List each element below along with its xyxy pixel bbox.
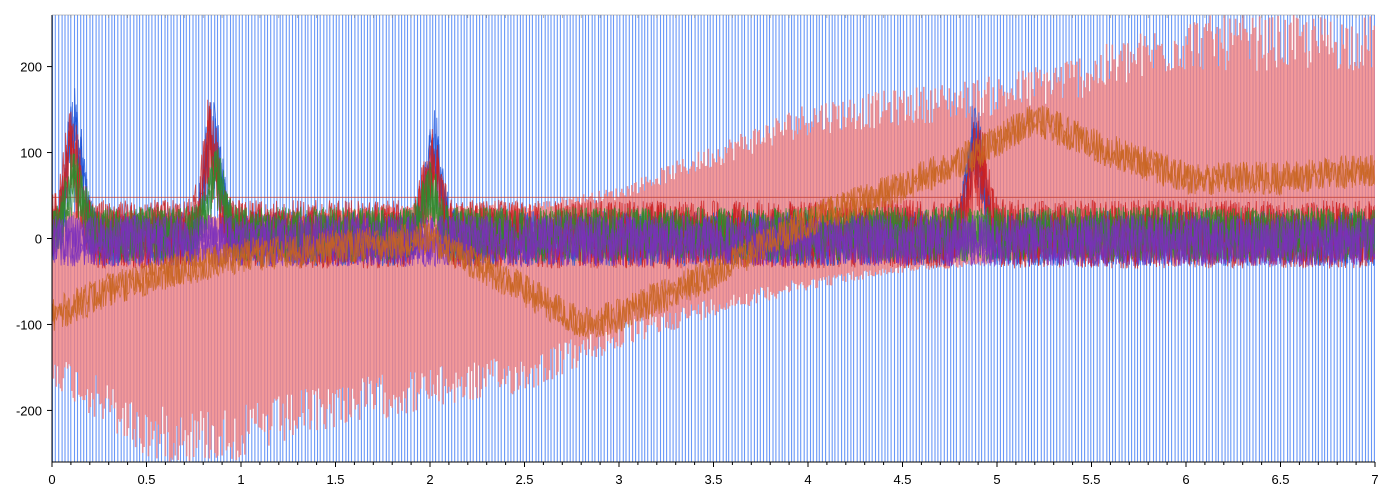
x-tick-label: 6 xyxy=(1182,472,1189,487)
axes: 0 0.5 1 1.5 2 2.5 3 3.5 4 4.5 5 5.5 6 6.5 7 200 100 0 -100… xyxy=(16,14,1379,487)
x-tick-label: 5.5 xyxy=(1082,472,1100,487)
x-tick-label: 2.5 xyxy=(515,472,533,487)
series-5-line xyxy=(52,105,1375,338)
x-tick-label: 5 xyxy=(993,472,1000,487)
x-tick-label: 4 xyxy=(804,472,811,487)
plot-area xyxy=(52,15,1375,462)
y-tick-label: 0 xyxy=(35,232,42,247)
y-tick-label: 100 xyxy=(20,146,42,161)
x-tick-label: 0 xyxy=(48,472,55,487)
x-tick-label: 1 xyxy=(237,472,244,487)
x-tick-label: 2 xyxy=(426,472,433,487)
x-tick-label: 6.5 xyxy=(1271,472,1289,487)
y-tick-label: -200 xyxy=(16,403,42,418)
x-tick-label: 4.5 xyxy=(893,472,911,487)
x-tick-label: 3.5 xyxy=(704,472,722,487)
y-tick-label: 200 xyxy=(20,60,42,75)
x-tick-label: 1.5 xyxy=(326,472,344,487)
x-tick-label: 0.5 xyxy=(137,472,155,487)
x-tick-label: 7 xyxy=(1371,472,1378,487)
x-tick-label: 3 xyxy=(615,472,622,487)
y-tick-label: -100 xyxy=(16,317,42,332)
